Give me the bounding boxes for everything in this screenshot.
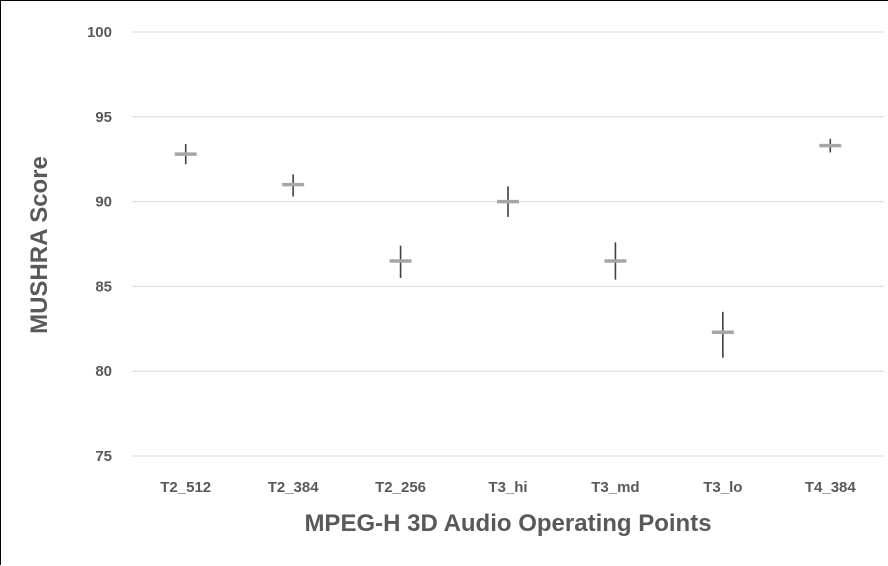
- x-tick-label-t3-lo: T3_lo: [703, 479, 742, 496]
- x-tick-label-t3-hi: T3_hi: [488, 479, 527, 496]
- y-axis-title: MUSHRA Score: [26, 156, 53, 334]
- x-tick-label-t2-384: T2_384: [268, 479, 320, 496]
- y-tick-label-80: 80: [95, 363, 112, 380]
- x-axis-title: MPEG-H 3D Audio Operating Points: [304, 510, 711, 537]
- y-tick-label-75: 75: [95, 448, 112, 465]
- y-tick-label-95: 95: [95, 109, 112, 126]
- x-tick-label-t3-md: T3_md: [591, 479, 639, 496]
- y-tick-labels: 75 80 85 90 95 100: [87, 24, 112, 465]
- x-tick-label-t4-384: T4_384: [805, 479, 857, 496]
- data-markers: [174, 143, 842, 334]
- y-tick-label-90: 90: [95, 194, 112, 211]
- grid-layer: [132, 31, 884, 457]
- x-tick-label-t2-256: T2_256: [375, 479, 426, 496]
- x-tick-label-t2-512: T2_512: [160, 479, 211, 496]
- y-tick-label-85: 85: [95, 278, 112, 295]
- y-tick-label-100: 100: [87, 24, 112, 41]
- error-bars: [184, 138, 832, 358]
- x-tick-labels: T2_512 T2_384 T2_256 T3_hi T3_md T3_lo T4_384: [160, 479, 856, 496]
